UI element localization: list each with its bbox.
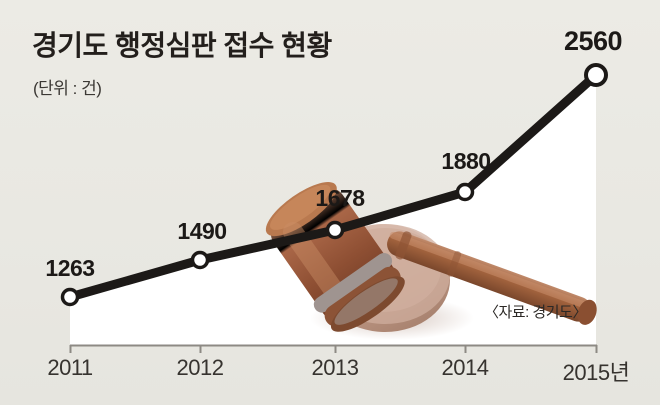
x-tick-label-2015: 2015년 (562, 360, 630, 385)
data-point-2015 (584, 63, 608, 87)
data-label-2012: 1490 (177, 218, 227, 244)
gavel-illustration (265, 181, 597, 340)
source-note: 〈자료: 경기도〉 (484, 304, 587, 321)
page-title: 경기도 행정심판 접수 현황 (32, 30, 332, 61)
x-tick-label-2011: 2011 (47, 355, 93, 380)
data-point-2014 (455, 182, 475, 202)
data-label-2014: 1880 (441, 148, 491, 174)
data-label-2011: 1263 (45, 255, 95, 281)
data-label-2013: 1678 (315, 185, 365, 211)
data-label-2015: 2560 (563, 26, 623, 56)
unit-label: (단위 : 건) (33, 79, 102, 98)
data-point-2011 (60, 287, 80, 307)
data-point-2012 (190, 250, 210, 270)
x-tick-label-2014: 2014 (441, 355, 489, 380)
x-tick-label-2012: 2012 (176, 355, 224, 380)
x-tick-label-2013: 2013 (311, 355, 359, 380)
data-point-2013 (325, 220, 345, 240)
